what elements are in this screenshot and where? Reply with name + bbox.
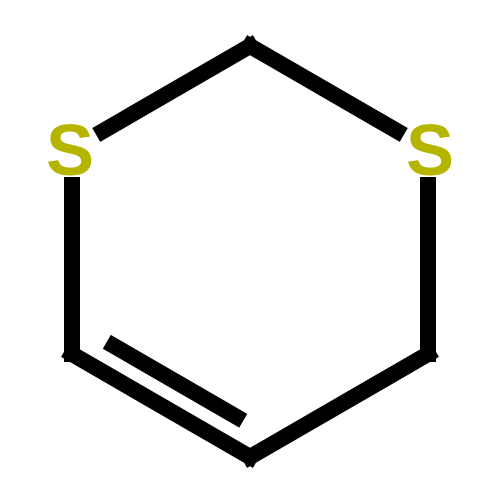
atom-label-s: S bbox=[46, 110, 94, 192]
atom-label-s: S bbox=[406, 110, 454, 192]
bond bbox=[103, 46, 250, 131]
molecule-diagram bbox=[0, 0, 500, 500]
bond bbox=[250, 46, 397, 131]
bond bbox=[250, 354, 428, 457]
